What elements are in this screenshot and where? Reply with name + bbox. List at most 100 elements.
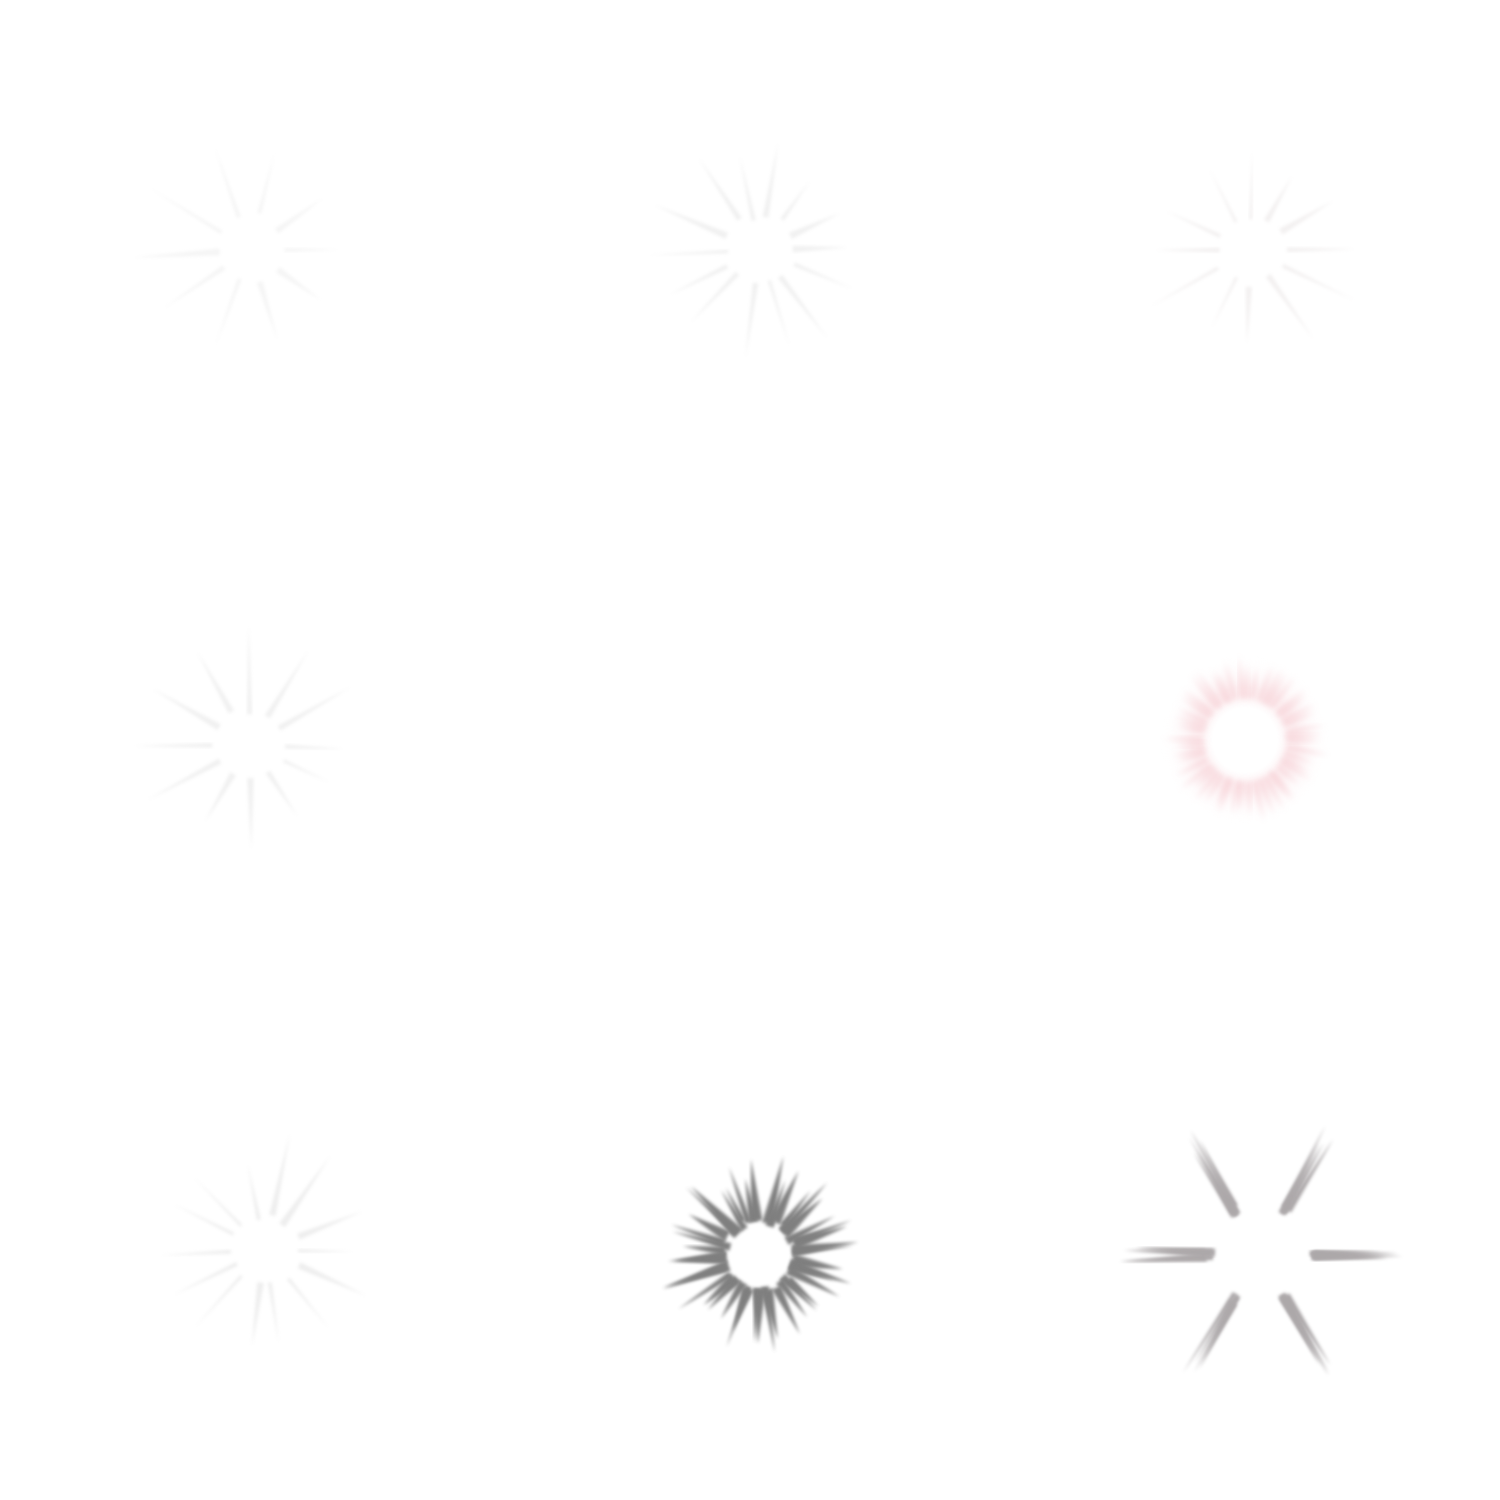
burst-pink-glow — [1160, 655, 1330, 825]
burst-faint-bottom-left — [160, 1134, 367, 1347]
burst-pink-glow-ray — [1180, 763, 1214, 789]
burst-faint-top-center-ray — [789, 213, 840, 240]
burst-faint-top-left — [132, 147, 339, 347]
burst-faint-top-left-ray — [275, 267, 322, 301]
burst-gray-dense-ray — [732, 1286, 754, 1332]
burst-faint-bottom-left-ray — [173, 1204, 235, 1236]
burst-gray-dense-ray — [788, 1258, 852, 1284]
burst-faint-top-left-ray — [215, 278, 242, 347]
burst-faint-middle-left-ray — [152, 688, 221, 731]
burst-gray-dense-ray — [786, 1265, 840, 1297]
burst-faint-bottom-left-ray — [160, 1249, 231, 1256]
burst-faint-top-right-ray — [1249, 150, 1253, 220]
burst-faint-top-left-ray — [274, 197, 324, 234]
burst-faint-top-left-ray — [149, 187, 223, 234]
burst-faint-middle-left-ray — [277, 687, 351, 731]
burst-gray-six-ray-ray — [1182, 1291, 1238, 1373]
burst-faint-bottom-left-ray — [298, 1248, 353, 1253]
burst-faint-middle-left-ray — [247, 778, 254, 849]
burst-gray-dense-ray — [682, 1246, 726, 1256]
burst-gray-dense-ray — [678, 1271, 733, 1310]
burst-pink-glow-ray — [1281, 756, 1310, 773]
burst-pink-glow-ray — [1238, 655, 1245, 699]
burst-faint-bottom-left-ray — [297, 1211, 363, 1240]
burst-pink-glow-ray — [1277, 696, 1306, 718]
burst-faint-top-center-ray — [792, 245, 848, 253]
burst-faint-top-left-ray — [163, 265, 226, 309]
burst-gray-dense-ray — [762, 1156, 784, 1225]
burst-faint-top-center-ray — [669, 264, 729, 295]
burst-pink-glow-ray — [1175, 756, 1210, 776]
burst-faint-top-center-ray — [780, 180, 810, 221]
burst-pink-glow-ray — [1216, 777, 1232, 807]
burst-faint-middle-left-ray — [282, 759, 330, 783]
burst-gray-dense-ray — [725, 1187, 746, 1223]
burst-pink-glow-ray — [1217, 672, 1232, 703]
burst-pink-glow-ray — [1196, 671, 1224, 708]
burst-gray-dense-ray — [760, 1286, 775, 1353]
burst-gray-dense-ray — [726, 1285, 752, 1347]
burst-faint-top-right-ray — [1281, 263, 1355, 301]
burst-pink-glow-ray — [1287, 737, 1321, 744]
burst-gray-dense-ray — [751, 1159, 763, 1222]
burst-faint-middle-left-ray — [264, 650, 309, 719]
burst-faint-top-right — [1150, 150, 1356, 343]
burst-pink-glow-ray — [1285, 744, 1329, 755]
burst-pink-glow-ray — [1176, 724, 1205, 734]
burst-gray-six-ray-ray — [1190, 1130, 1241, 1217]
burst-pink-glow-ray — [1275, 689, 1307, 716]
burst-gray-dense-ray — [780, 1190, 811, 1228]
burst-pink-glow-ray — [1164, 736, 1203, 743]
burst-faint-top-right-ray — [1209, 168, 1238, 223]
burst-pink-glow-ray — [1262, 775, 1284, 810]
burst-gray-dense-ray — [663, 1260, 731, 1288]
burst-pink-glow-ray — [1256, 665, 1273, 702]
burst-faint-top-left-ray — [284, 247, 339, 252]
burst-faint-top-center-ray — [777, 274, 828, 339]
burst-pink-glow-ray — [1174, 717, 1206, 730]
burst-gray-six-ray-ray — [1282, 1297, 1329, 1376]
burst-gray-dense — [662, 1156, 859, 1353]
burst-pink-glow-ray — [1283, 750, 1314, 764]
burst-gray-dense-ray — [779, 1198, 823, 1239]
burst-gray-dense-ray — [788, 1261, 835, 1281]
burst-faint-middle-left-ray — [285, 744, 345, 750]
burst-faint-bottom-left-ray — [194, 1177, 243, 1227]
burst-pink-glow-ray — [1173, 746, 1205, 757]
burst-gray-six-ray-ray — [1199, 1301, 1238, 1369]
burst-faint-top-left-ray — [257, 152, 275, 214]
burst-faint-top-center-ray — [654, 204, 729, 239]
burst-faint-middle-left-ray — [247, 626, 253, 715]
burst-faint-top-center-ray — [745, 282, 759, 358]
burst-pink-glow-ray — [1285, 725, 1325, 736]
burst-pink-glow-ray — [1174, 740, 1204, 747]
burst-pink-glow-ray — [1245, 781, 1251, 816]
burst-gray-dense-ray — [728, 1167, 752, 1224]
burst-gray-dense-ray — [771, 1285, 800, 1335]
burst-gray-six-ray-ray — [1195, 1299, 1235, 1363]
burst-faint-top-right-ray — [1150, 266, 1219, 307]
burst-faint-bottom-left-ray — [267, 1282, 279, 1343]
burst-pink-glow-ray — [1248, 668, 1257, 699]
burst-pink-glow-ray — [1261, 668, 1282, 704]
burst-faint-bottom-left-ray — [269, 1134, 290, 1217]
burst-pink-glow-ray — [1281, 704, 1316, 724]
burst-pink-glow-ray — [1191, 675, 1221, 710]
burst-gray-dense-ray — [791, 1242, 859, 1257]
burst-faint-top-center-ray — [793, 262, 854, 290]
burst-pink-glow-ray — [1268, 771, 1291, 801]
burst-gray-six-ray-ray — [1313, 1250, 1399, 1259]
burst-faint-top-center-ray — [690, 271, 740, 323]
burst-pink-glow-ray — [1275, 764, 1300, 785]
burst-faint-top-center-ray — [698, 157, 742, 221]
burst-gray-dense-ray — [791, 1226, 848, 1250]
burst-faint-top-center-ray — [767, 279, 790, 347]
burst-gray-dense-ray — [769, 1170, 799, 1225]
burst-pink-glow-ray — [1178, 709, 1208, 726]
burst-pink-glow-ray — [1205, 773, 1225, 802]
burst-faint-top-left-ray — [214, 147, 241, 219]
burst-pink-glow-ray — [1238, 781, 1245, 813]
burst-faint-top-left-ray — [132, 248, 220, 258]
